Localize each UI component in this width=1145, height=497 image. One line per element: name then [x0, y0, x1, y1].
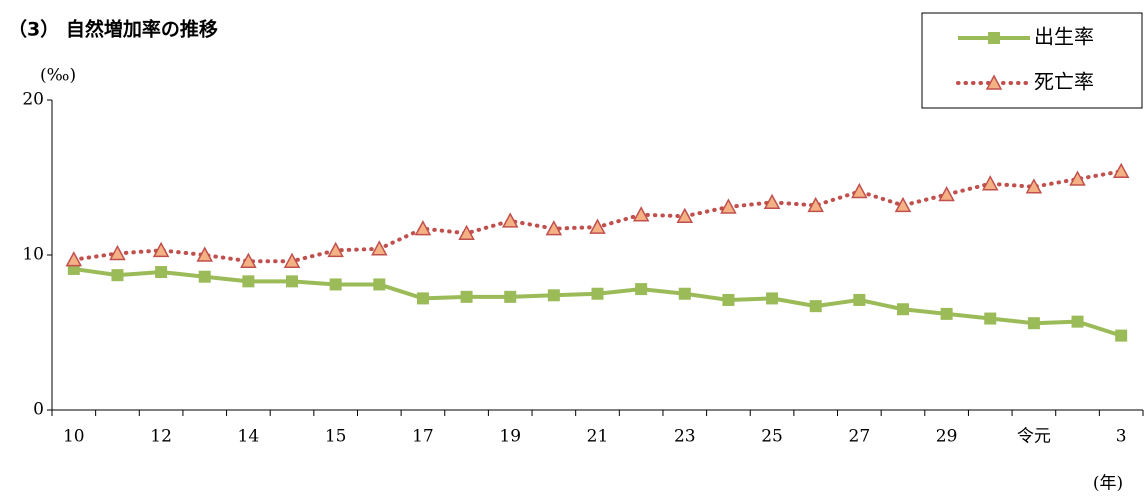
- marker: [416, 292, 429, 305]
- marker: [545, 220, 563, 236]
- y-tick-label: 0: [33, 400, 44, 420]
- marker: [1112, 162, 1130, 179]
- marker: [982, 175, 999, 191]
- marker: [327, 241, 344, 258]
- marker: [547, 289, 560, 302]
- x-tick-label: 15: [325, 427, 347, 447]
- marker: [460, 290, 473, 303]
- x-tick-label: 10: [63, 427, 85, 447]
- marker: [111, 269, 124, 282]
- marker: [414, 220, 432, 236]
- x-axis-label: (年): [1093, 474, 1123, 494]
- marker: [766, 292, 779, 305]
- marker: [286, 275, 299, 288]
- marker: [373, 278, 386, 291]
- marker: [809, 300, 822, 313]
- marker: [678, 287, 691, 300]
- x-tick-label: 3: [1116, 427, 1127, 447]
- y-tick-label: 20: [22, 90, 44, 110]
- marker: [635, 283, 648, 296]
- marker: [676, 207, 694, 223]
- marker: [198, 270, 211, 283]
- marker: [807, 196, 824, 213]
- marker: [329, 278, 342, 291]
- marker: [371, 240, 388, 256]
- x-tick-label: 23: [674, 427, 696, 447]
- marker: [1027, 317, 1040, 330]
- marker: [504, 290, 517, 303]
- marker: [940, 307, 953, 320]
- y-tick-label: 10: [22, 245, 44, 265]
- marker: [938, 185, 955, 202]
- marker: [1069, 170, 1086, 186]
- marker: [1025, 178, 1043, 194]
- x-tick-label: 12: [150, 427, 172, 447]
- legend-box: [921, 12, 1143, 109]
- marker: [984, 312, 997, 325]
- marker: [240, 252, 257, 268]
- x-tick-label: 29: [936, 427, 958, 447]
- x-tick-label: 17: [412, 427, 434, 447]
- marker: [896, 303, 909, 316]
- series-line: [71, 169, 1124, 264]
- marker: [65, 251, 83, 267]
- legend-marker: [988, 32, 1000, 44]
- legend-marker: [985, 74, 1003, 90]
- marker: [109, 244, 126, 261]
- marker: [242, 275, 255, 288]
- marker: [501, 212, 519, 228]
- x-tick-label: 令元: [1017, 427, 1051, 447]
- marker: [283, 252, 301, 268]
- marker: [152, 241, 170, 258]
- x-tick-label: 19: [499, 427, 521, 447]
- series-line: [73, 266, 1122, 338]
- marker: [1115, 329, 1128, 342]
- marker: [722, 293, 735, 306]
- chart-title: （3） 自然増加率の推移: [8, 18, 218, 41]
- marker: [591, 287, 604, 300]
- marker: [155, 266, 168, 279]
- marker: [720, 198, 737, 214]
- marker: [458, 224, 475, 241]
- legend-label: 死亡率: [1034, 70, 1094, 94]
- marker: [196, 246, 213, 262]
- y-axis-label: (‰): [40, 66, 76, 86]
- marker: [894, 196, 912, 213]
- legend-label: 出生率: [1034, 25, 1094, 49]
- marker: [589, 218, 606, 234]
- x-tick-label: 14: [238, 427, 260, 447]
- x-tick-label: 21: [587, 427, 609, 447]
- x-tick-label: 25: [761, 427, 783, 447]
- marker: [1071, 315, 1084, 328]
- marker: [851, 182, 868, 199]
- marker: [853, 293, 866, 306]
- marker: [632, 206, 650, 222]
- marker: [763, 193, 781, 210]
- x-tick-label: 27: [849, 427, 871, 447]
